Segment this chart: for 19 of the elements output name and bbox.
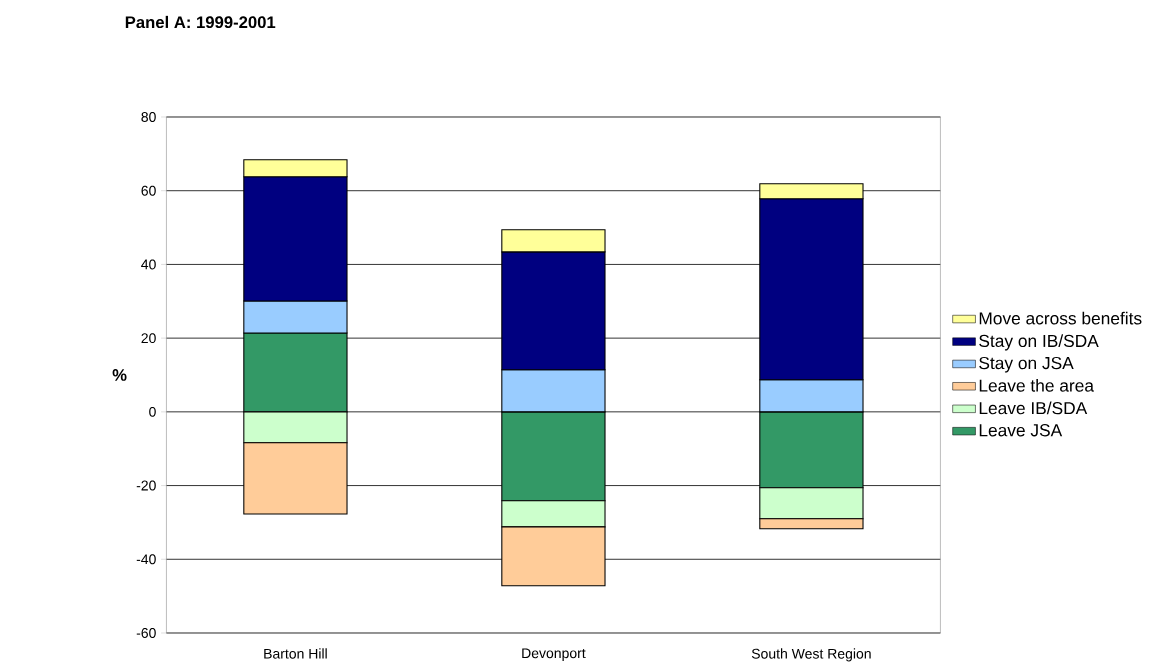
y-tick-label: 80 <box>141 112 156 123</box>
y-tick-label: 20 <box>141 333 156 344</box>
chart-title: Panel A: 1999-2001 <box>125 15 276 29</box>
legend-label: Stay on JSA <box>979 356 1074 373</box>
y-tick-label: 0 <box>149 406 156 417</box>
y-tick-label: -40 <box>136 554 156 565</box>
legend-label: Leave the area <box>979 379 1094 392</box>
y-tick-label: -20 <box>136 480 156 491</box>
y-tick-label: -60 <box>136 628 156 639</box>
x-tick-label: Barton Hill <box>264 648 327 659</box>
legend-label: Move across benefits <box>979 311 1142 325</box>
legend-label: Stay on IB/SDA <box>979 334 1099 351</box>
legend-label: Leave IB/SDA <box>979 401 1088 415</box>
legend-label: Leave JSA <box>979 424 1063 437</box>
y-axis-title: % <box>112 369 127 381</box>
y-tick-label: 40 <box>141 259 156 270</box>
y-tick-label: 60 <box>141 185 156 196</box>
x-tick-label: Devonport <box>522 648 586 661</box>
x-tick-label: South West Region <box>751 648 871 662</box>
